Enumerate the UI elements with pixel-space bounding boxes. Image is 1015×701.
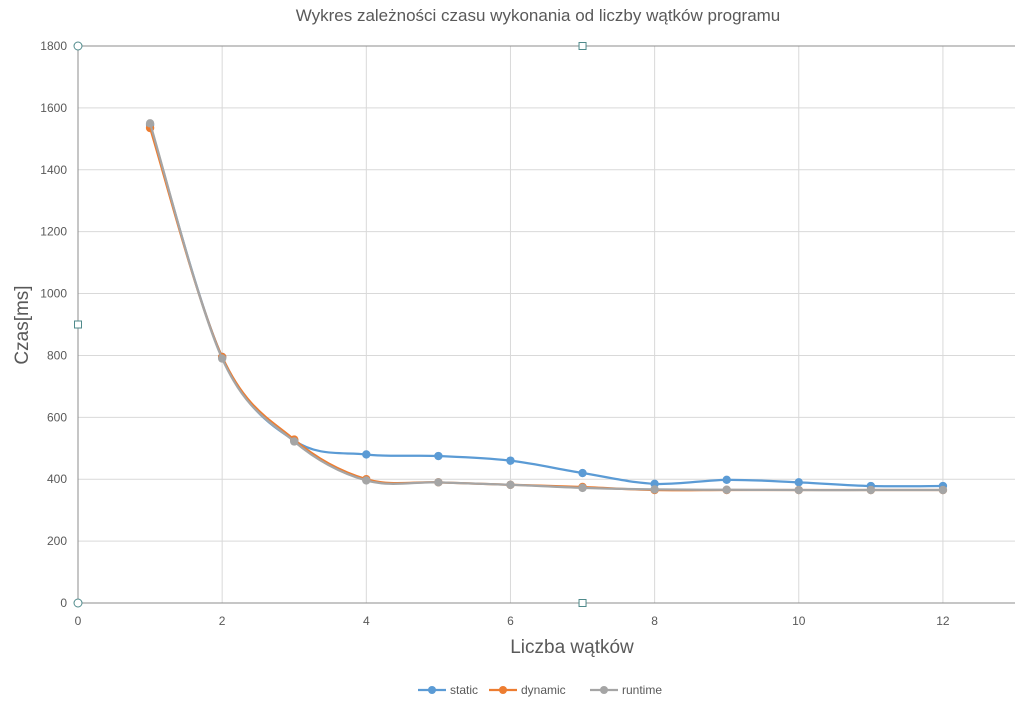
legend-label: dynamic — [521, 683, 566, 697]
data-point-static — [506, 456, 514, 464]
legend: static dynamic runtime — [418, 683, 662, 697]
y-tick-label: 1000 — [40, 287, 67, 301]
data-point-static — [434, 452, 442, 460]
legend-marker — [499, 686, 507, 694]
data-point-runtime — [290, 437, 298, 445]
legend-item-static: static — [418, 683, 478, 697]
y-tick-label: 0 — [60, 596, 67, 610]
data-point-static — [362, 450, 370, 458]
series-static — [146, 121, 947, 491]
data-point-runtime — [218, 354, 226, 362]
data-point-runtime — [795, 486, 803, 494]
data-point-runtime — [578, 484, 586, 492]
data-point-runtime — [650, 485, 658, 493]
resize-handle-corner[interactable] — [74, 599, 82, 607]
legend-marker — [600, 686, 608, 694]
series-line-dynamic — [150, 128, 943, 490]
data-point-static — [578, 469, 586, 477]
axes — [78, 46, 1015, 603]
resize-handle-edge[interactable] — [579, 43, 586, 50]
data-point-runtime — [722, 486, 730, 494]
legend-item-runtime: runtime — [590, 683, 662, 697]
data-point-runtime — [362, 476, 370, 484]
x-tick-label: 4 — [363, 614, 370, 628]
series-line-static — [150, 125, 943, 486]
y-tick-label: 400 — [47, 472, 67, 486]
y-tick-label: 800 — [47, 348, 67, 362]
legend-item-dynamic: dynamic — [489, 683, 566, 697]
y-tick-label: 600 — [47, 410, 67, 424]
x-tick-label: 0 — [75, 614, 82, 628]
y-tick-label: 200 — [47, 534, 67, 548]
x-tick-label: 6 — [507, 614, 514, 628]
resize-handle-corner[interactable] — [74, 42, 82, 50]
y-tick-label: 1400 — [40, 163, 67, 177]
x-axis-label: Liczba wątków — [510, 637, 634, 658]
x-tick-label: 8 — [651, 614, 658, 628]
data-point-runtime — [939, 486, 947, 494]
x-tick-label: 10 — [792, 614, 806, 628]
resize-handle-edge[interactable] — [75, 321, 82, 328]
series-dynamic — [146, 124, 947, 494]
series-runtime — [146, 119, 947, 494]
y-tick-label: 1200 — [40, 225, 67, 239]
legend-label: static — [450, 683, 478, 697]
x-tick-label: 2 — [219, 614, 226, 628]
data-point-static — [722, 476, 730, 484]
legend-marker — [428, 686, 436, 694]
data-point-runtime — [506, 481, 514, 489]
gridlines — [78, 46, 1015, 603]
resize-handle-edge[interactable] — [579, 600, 586, 607]
legend-label: runtime — [622, 683, 662, 697]
y-tick-label: 1600 — [40, 101, 67, 115]
y-tick-labels: 0 200 400 600 800 1000 1200 1400 1600 1800 — [40, 39, 67, 610]
x-tick-labels: 0 2 4 6 8 10 12 — [75, 614, 950, 628]
data-point-runtime — [146, 119, 154, 127]
chart-title: Wykres zależności czasu wykonania od lic… — [296, 6, 781, 25]
series-line-runtime — [150, 123, 943, 490]
x-tick-label: 12 — [936, 614, 950, 628]
data-point-runtime — [434, 478, 442, 486]
y-axis-label: Czas[ms] — [12, 285, 33, 364]
series-group — [146, 119, 947, 494]
y-tick-label: 1800 — [40, 39, 67, 53]
data-point-runtime — [867, 486, 875, 494]
data-point-static — [795, 478, 803, 486]
